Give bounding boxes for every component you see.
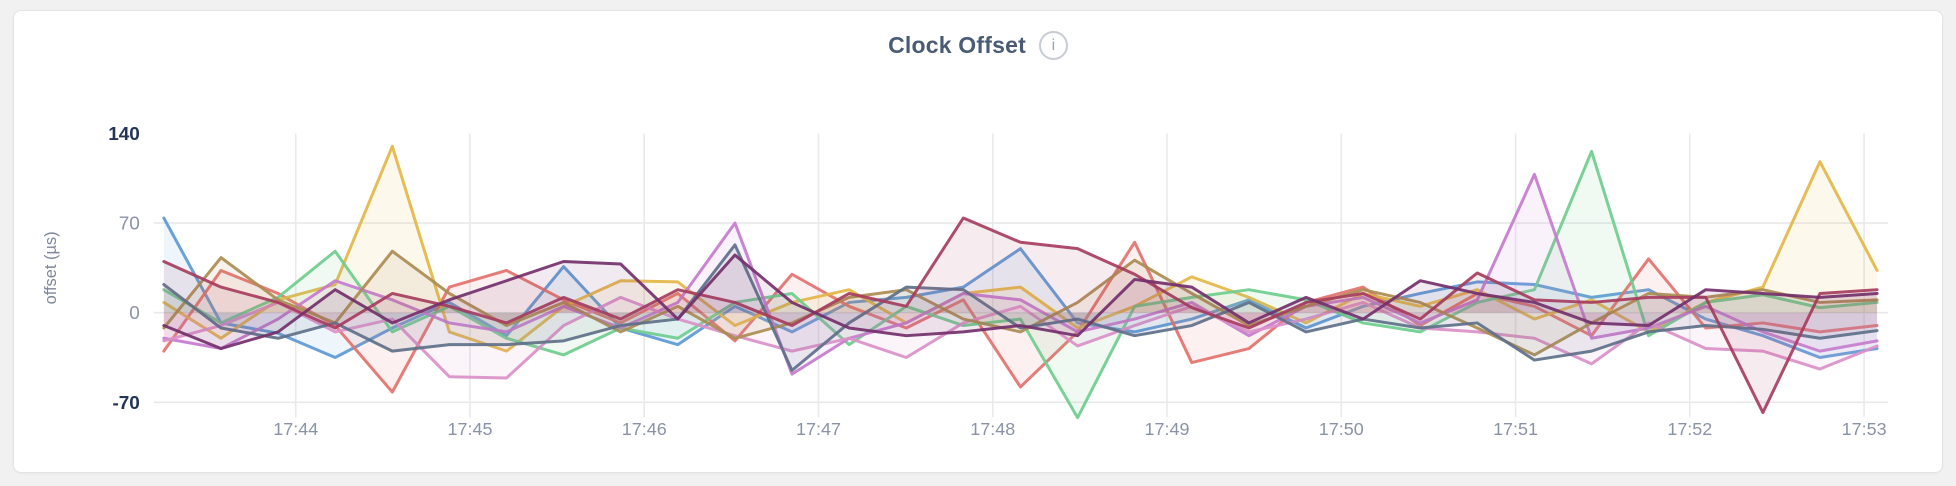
y-tick-label: 70: [119, 214, 140, 235]
series-area-violet: [163, 174, 1878, 375]
x-tick-label: 17:52: [1667, 419, 1712, 439]
series-area-salmon: [163, 242, 1878, 393]
x-tick-label: 17:49: [1145, 419, 1190, 439]
chart-title: Clock Offset: [888, 32, 1026, 58]
series-area-pink: [163, 297, 1878, 379]
x-tick-label: 17:53: [1842, 419, 1887, 439]
series-area-plum: [163, 255, 1878, 349]
chart-card: Clock Offset i 140 70 0 -70 17:44 17:45 17:46 1…: [13, 10, 1943, 473]
x-tick-label: 17:46: [622, 419, 667, 439]
series-line-maroon: [162, 216, 1879, 415]
series-line-blue: [162, 216, 1879, 359]
x-tick-label: 17:47: [796, 419, 841, 439]
x-tick-label: 17:44: [273, 419, 318, 439]
y-tick-label: 0: [129, 303, 140, 324]
series-plot: [162, 144, 1879, 420]
x-axis-labels: 17:44 17:45 17:46 17:47 17:48 17:49 17:50 17:51…: [273, 419, 1886, 439]
y-tick-label: -70: [112, 393, 139, 414]
y-axis-labels: 140 70 0 -70: [108, 124, 140, 414]
series-line-violet: [162, 172, 1879, 376]
x-tick-label: 17:51: [1493, 419, 1538, 439]
info-icon[interactable]: i: [1038, 31, 1068, 60]
y-axis-title: offset (µs): [42, 231, 60, 304]
series-line-pink: [162, 295, 1879, 380]
chart-header: Clock Offset i: [14, 31, 1942, 60]
series-line-slate: [162, 243, 1879, 372]
series-area-maroon: [163, 218, 1878, 413]
series-area-gold: [163, 146, 1878, 352]
series-line-gold: [162, 144, 1879, 353]
x-tick-label: 17:50: [1319, 419, 1364, 439]
x-tick-label: 17:45: [447, 419, 492, 439]
series-line-plum: [162, 253, 1879, 351]
x-tick-label: 17:48: [970, 419, 1015, 439]
y-tick-label: 140: [108, 124, 140, 145]
